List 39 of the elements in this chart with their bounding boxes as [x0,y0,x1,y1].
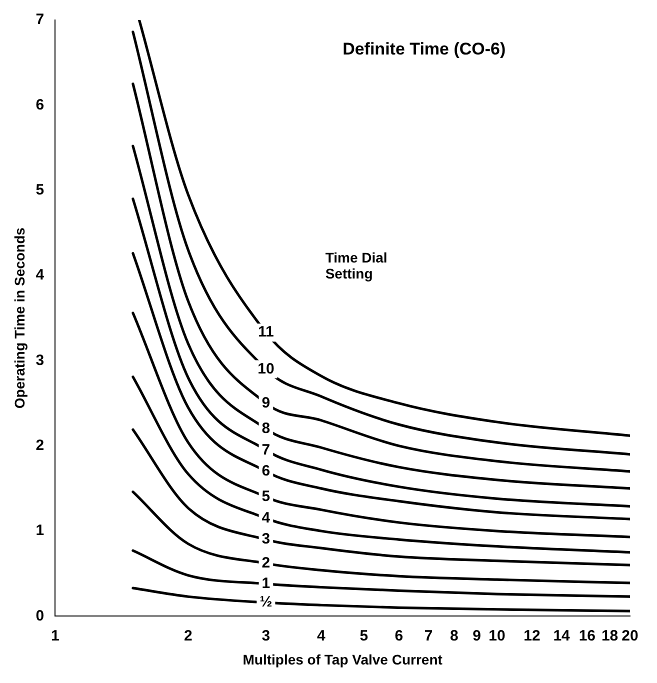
y-tick-label: 1 [36,522,44,540]
series-label: 7 [262,441,270,458]
x-tick-label: 20 [622,627,638,644]
x-axis-title: Multiples of Tap Valve Current [242,651,443,668]
y-axis-title: Operating Time in Seconds [11,227,28,409]
x-tick-label: 6 [394,627,404,644]
y-tick-label: 2 [36,437,44,454]
x-tick-label: 4 [316,627,326,644]
x-tick-label: 9 [472,627,481,644]
y-tick-label: 0 [36,607,44,624]
text: Definite Time (CO-6) [342,40,506,59]
annotation: Time Dial Setting [325,249,388,282]
x-tick-label: 3 [262,627,270,644]
x-tick-label: 5 [360,627,368,644]
series-label: 3 [262,530,270,548]
y-tick-label: 6 [36,96,44,114]
y-tick-label: 3 [36,352,44,369]
series-label: 1 [262,574,270,592]
series-label: 8 [262,420,270,437]
y-tick-label: 5 [36,181,44,198]
x-tick-label: 14 [553,627,571,644]
series-label: ½ [260,594,272,611]
x-tick-label: 8 [450,627,458,644]
y-tick-label: 7 [36,11,44,28]
x-tick-label: 10 [488,627,506,644]
x-tick-label: 1 [50,627,60,644]
series-label: 6 [262,462,270,480]
series-label: 11 [258,324,274,341]
x-tick-label: 16 [578,627,596,644]
series-label: 4 [262,509,271,526]
x-tick-label: 2 [184,627,192,644]
x-tick-label: 18 [601,627,618,644]
x-tick-label: 7 [424,627,433,644]
series-label: 2 [262,554,270,572]
series-label: 10 [258,360,274,378]
y-tick-label: 4 [36,266,45,284]
series-label: 9 [262,394,270,412]
series-label: 5 [262,488,270,506]
x-tick-label: 12 [524,627,540,644]
